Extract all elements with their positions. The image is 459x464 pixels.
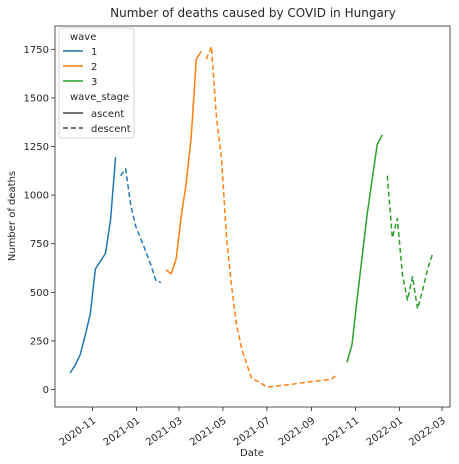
y-tick-label: 250 bbox=[30, 336, 49, 347]
legend-box bbox=[58, 27, 135, 139]
legend-label-ascent: ascent bbox=[91, 109, 124, 120]
y-tick-label: 750 bbox=[30, 239, 49, 250]
legend: wave 1 2 3 wave_stage ascent descent bbox=[58, 27, 135, 139]
y-tick-label: 1500 bbox=[24, 93, 49, 104]
x-tick-label: 2021-05 bbox=[188, 415, 229, 448]
series-line-wave-2-descent bbox=[205, 45, 338, 388]
series-line-wave-1-ascent bbox=[69, 157, 117, 374]
x-tick-label: 2022-01 bbox=[365, 415, 406, 448]
x-tick-label: 2021-03 bbox=[144, 415, 185, 448]
y-tick-label: 0 bbox=[43, 385, 49, 396]
series-line-wave-3-ascent bbox=[346, 134, 383, 363]
legend-label-descent: descent bbox=[91, 124, 131, 135]
x-axis: 2020-11 2021-01 2021-03 2021-05 2021-07 2021-… bbox=[58, 407, 448, 448]
legend-stage-title: wave_stage bbox=[70, 92, 129, 103]
y-axis-title: Number of deaths bbox=[7, 171, 18, 261]
y-tick-label: 1000 bbox=[24, 191, 49, 202]
x-tick-label: 2021-07 bbox=[232, 415, 273, 448]
plot-frame bbox=[54, 25, 451, 408]
x-tick-label: 2021-01 bbox=[102, 415, 143, 448]
y-axis: 0 250 500 750 1000 1250 1500 1750 bbox=[24, 45, 55, 396]
x-axis-title: Date bbox=[240, 448, 264, 459]
x-tick-label: 2021-11 bbox=[321, 415, 362, 448]
legend-label-wave-3: 3 bbox=[91, 77, 97, 88]
y-tick-label: 1750 bbox=[24, 45, 49, 56]
series-line-wave-2-ascent bbox=[165, 50, 202, 275]
x-tick-label: 2021-09 bbox=[277, 415, 318, 448]
x-tick-label: 2020-11 bbox=[58, 415, 99, 448]
legend-wave-title: wave bbox=[70, 32, 96, 43]
chart-title: Number of deaths caused by COVID in Hung… bbox=[110, 6, 396, 20]
x-tick-label: 2022-03 bbox=[407, 415, 448, 448]
y-tick-label: 500 bbox=[30, 288, 49, 299]
series-line-wave-3-descent bbox=[386, 175, 434, 310]
series-line-wave-1-descent bbox=[119, 168, 162, 284]
legend-label-wave-1: 1 bbox=[91, 47, 97, 58]
series-layer bbox=[69, 45, 434, 388]
y-tick-label: 1250 bbox=[24, 142, 49, 153]
legend-label-wave-2: 2 bbox=[91, 62, 97, 73]
